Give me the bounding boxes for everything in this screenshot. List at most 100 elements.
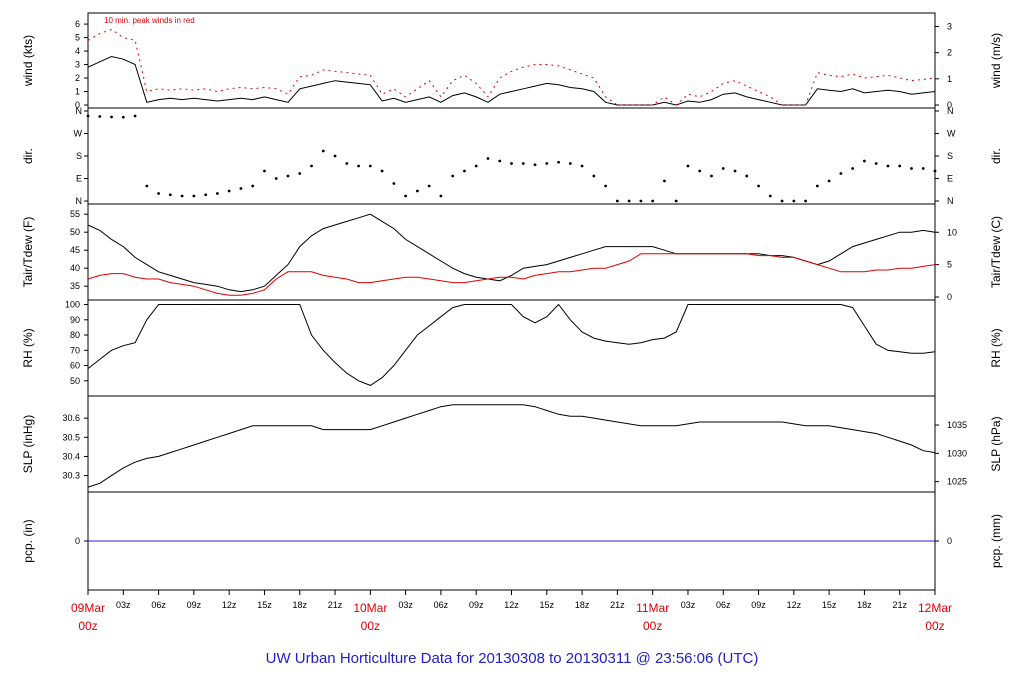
y-axis-label-right-dir: dir. [989, 148, 1003, 164]
dir-point [780, 199, 784, 203]
y-tick-label-right: 2 [947, 48, 952, 58]
dir-point [721, 167, 725, 170]
dir-point [663, 179, 666, 183]
y-tick-label: 90 [70, 315, 80, 325]
dir-point [133, 114, 137, 118]
dir-point [204, 193, 208, 197]
dir-point [545, 162, 549, 165]
dir-point [910, 167, 913, 170]
y-tick-label: 45 [70, 245, 80, 255]
dir-point [121, 115, 125, 119]
dir-point [792, 199, 796, 203]
y-axis-label-rh: RH (%) [21, 328, 35, 367]
y-tick-label: 55 [70, 209, 80, 219]
dir-point [333, 154, 337, 158]
dir-point [651, 199, 655, 203]
y-tick-label: 3 [75, 60, 80, 70]
x-tick-label: 06z [716, 600, 731, 610]
panel-frame-dir [87, 107, 936, 205]
dir-point [510, 162, 513, 165]
x-day-label: 10Mar [353, 601, 387, 615]
dir-point [463, 169, 466, 173]
y-tick-label: 100 [65, 300, 80, 310]
x-tick-label: 15z [540, 600, 555, 610]
dir-point [263, 169, 266, 173]
y-tick-label: 1 [75, 87, 80, 97]
dir-point [486, 157, 490, 160]
dir-point [310, 164, 313, 168]
dir-point [180, 194, 184, 198]
y-tick-label-right: 1025 [947, 477, 967, 487]
y-axis-label-pcp: pcp. (in) [21, 519, 35, 562]
dir-point [757, 184, 760, 188]
dir-point [874, 162, 878, 165]
dir-point [733, 169, 737, 173]
x-day-label: 11Mar [636, 601, 669, 615]
dir-point [839, 172, 843, 175]
x-tick-label: 12z [787, 600, 802, 610]
y-tick-label: 6 [75, 19, 80, 29]
y-tick-label: N [76, 196, 83, 206]
dir-point [415, 189, 419, 193]
x-day-hour-label: 00z [925, 619, 944, 633]
dir-point [933, 169, 937, 173]
dir-point [392, 182, 396, 185]
y-tick-label-right: 5 [947, 260, 952, 270]
dir-point [745, 174, 749, 178]
dir-point [851, 167, 855, 170]
page-title: UW Urban Horticulture Data for 20130308 … [265, 650, 759, 667]
y-tick-label: 30.6 [62, 413, 80, 423]
dir-point [145, 184, 149, 188]
dir-point [627, 199, 631, 203]
dir-point [639, 199, 643, 203]
dir-point [568, 162, 572, 165]
dir-point [686, 164, 690, 168]
dir-point [827, 179, 831, 183]
y-tick-label: 30.5 [62, 432, 80, 442]
dir-point [251, 184, 255, 188]
x-tick-label: 18z [292, 600, 307, 610]
panel-frame-wind [87, 12, 936, 109]
dir-point [380, 169, 384, 173]
x-tick-label: 18z [857, 600, 872, 610]
dir-point [192, 194, 196, 198]
y-axis-label-right-rh: RH (%) [989, 328, 1003, 367]
dir-point [368, 164, 372, 168]
y-axis-label-right-temperature: Tair/Tdew (C) [989, 216, 1003, 288]
x-tick-label: 03z [681, 600, 696, 610]
dir-point [345, 162, 349, 165]
temperature-series-line [87, 213, 936, 293]
x-tick-label: 18z [575, 600, 590, 610]
dir-point [86, 114, 90, 118]
x-day-hour-label: 00z [361, 619, 380, 633]
y-axis-label-right-wind: wind (m/s) [989, 33, 1003, 89]
dir-point [921, 167, 925, 170]
dir-point [157, 192, 160, 195]
dir-point [168, 193, 172, 197]
y-tick-label: 2 [75, 73, 80, 83]
x-tick-label: 21z [892, 600, 907, 610]
dir-point [533, 163, 537, 167]
y-tick-label: 30.4 [62, 451, 80, 461]
y-tick-label-right: 0 [947, 100, 952, 110]
dir-point [615, 199, 619, 203]
y-tick-label: 80 [70, 330, 80, 340]
y-tick-label: 50 [70, 227, 80, 237]
y-tick-label: 4 [75, 46, 80, 56]
wind-series-line [87, 55, 936, 106]
x-tick-label: 03z [116, 600, 131, 610]
x-tick-label: 15z [822, 600, 837, 610]
y-axis-label-slp: SLP (inHg) [21, 415, 35, 473]
y-axis-label-temperature: Tair/Tdew (F) [21, 217, 35, 288]
temperature-series-line [87, 253, 936, 296]
rh-series-line [87, 303, 936, 386]
dir-point [227, 189, 231, 193]
x-tick-label: 21z [610, 600, 625, 610]
dir-point [357, 164, 360, 168]
x-tick-label: 21z [328, 600, 343, 610]
x-tick-label: 12z [222, 600, 237, 610]
y-tick-label: S [76, 151, 82, 161]
x-tick-label: 12z [504, 600, 519, 610]
dir-point [521, 162, 525, 165]
